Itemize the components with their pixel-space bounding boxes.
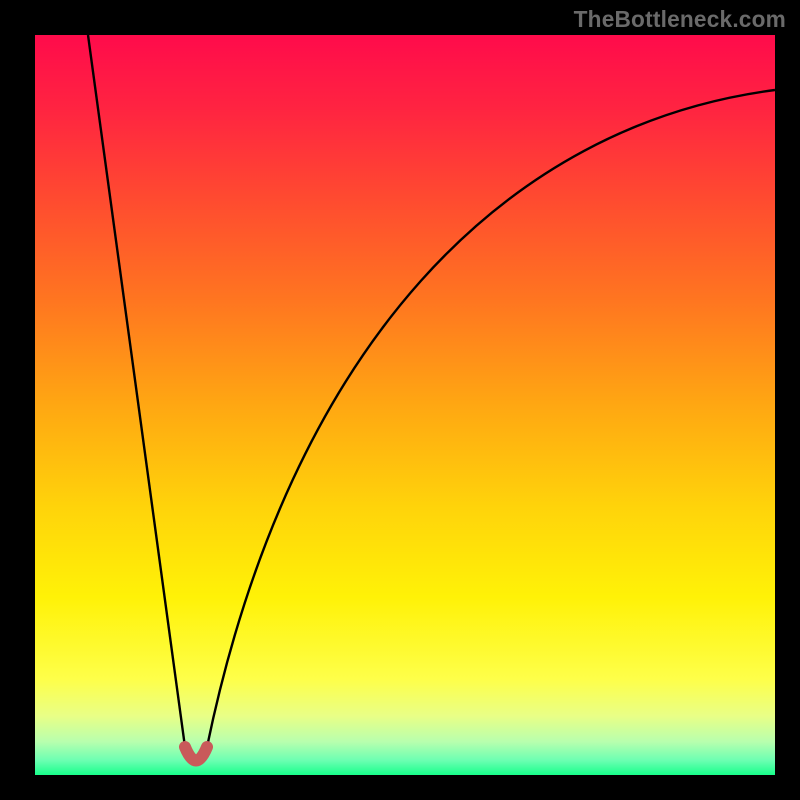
- chart-svg: [35, 35, 775, 775]
- watermark-text: TheBottleneck.com: [574, 6, 786, 33]
- plot-frame: [35, 35, 775, 775]
- gradient-background: [35, 35, 775, 775]
